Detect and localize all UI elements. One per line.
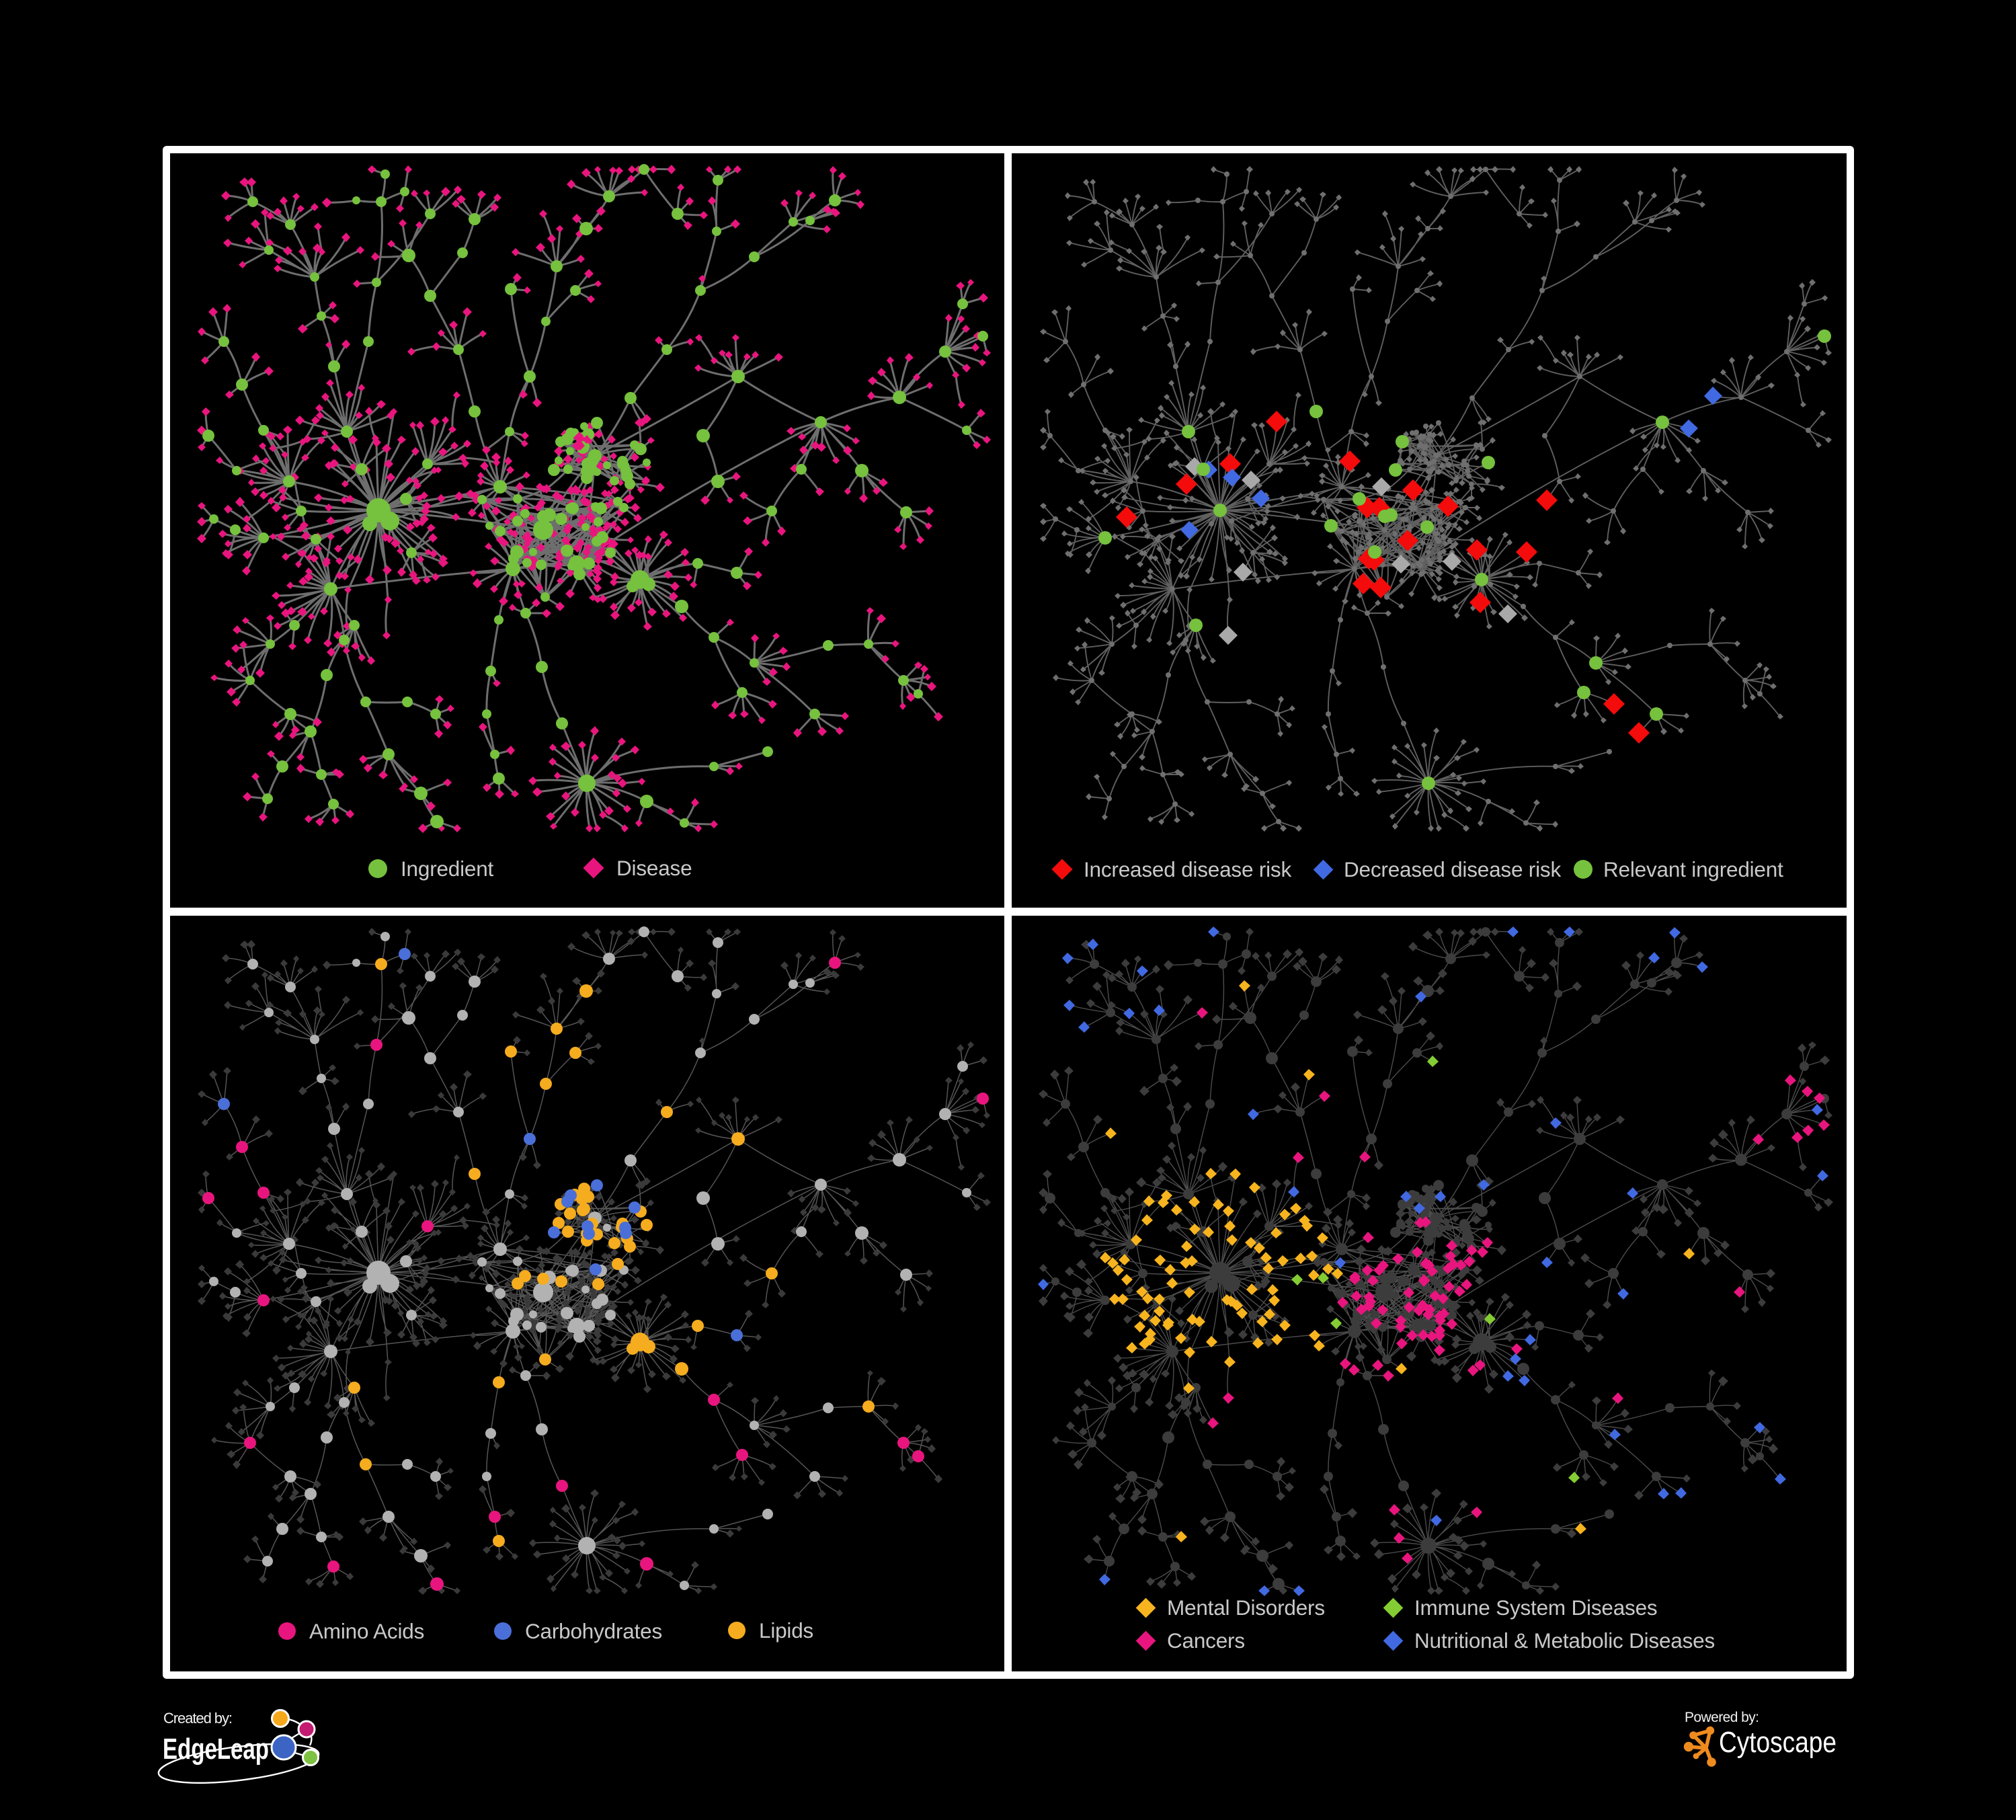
svg-text:Created by:: Created by: — [163, 1710, 233, 1727]
svg-text:EdgeLeap: EdgeLeap — [163, 1733, 269, 1766]
svg-text:Powered by:: Powered by: — [1685, 1710, 1759, 1725]
svg-text:Cytoscape: Cytoscape — [1719, 1726, 1837, 1759]
